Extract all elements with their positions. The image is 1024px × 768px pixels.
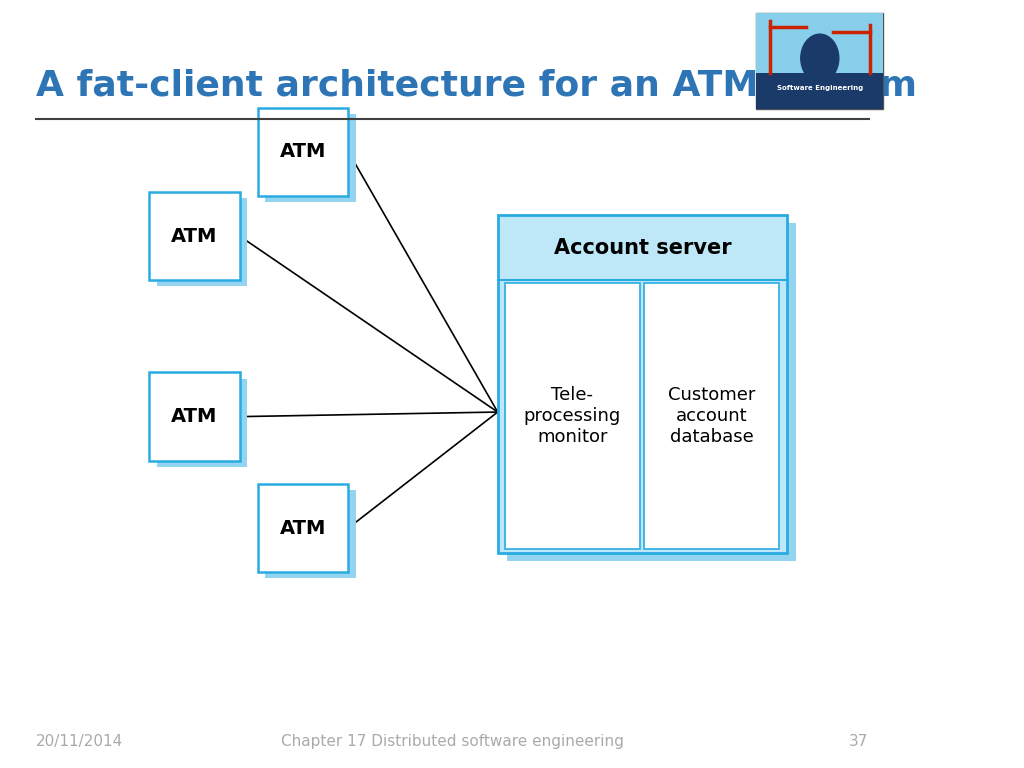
FancyBboxPatch shape	[150, 192, 240, 280]
Text: Tele-
processing
monitor: Tele- processing monitor	[523, 386, 621, 445]
Text: Chapter 17 Distributed software engineering: Chapter 17 Distributed software engineer…	[281, 733, 624, 749]
FancyBboxPatch shape	[757, 13, 883, 73]
Text: 20/11/2014: 20/11/2014	[36, 733, 124, 749]
Text: ATM: ATM	[280, 518, 327, 538]
Text: A fat-client architecture for an ATM system: A fat-client architecture for an ATM sys…	[36, 69, 918, 103]
FancyBboxPatch shape	[757, 73, 883, 109]
FancyBboxPatch shape	[757, 13, 883, 109]
FancyBboxPatch shape	[157, 198, 247, 286]
FancyBboxPatch shape	[258, 484, 348, 572]
FancyBboxPatch shape	[498, 215, 787, 553]
Text: Software Engineering: Software Engineering	[776, 85, 863, 91]
FancyBboxPatch shape	[265, 490, 355, 578]
FancyBboxPatch shape	[507, 223, 797, 561]
Text: Customer
account
database: Customer account database	[668, 386, 756, 445]
FancyBboxPatch shape	[150, 372, 240, 461]
FancyBboxPatch shape	[265, 114, 355, 202]
Text: ATM: ATM	[171, 227, 218, 246]
Ellipse shape	[801, 34, 839, 82]
FancyBboxPatch shape	[644, 283, 779, 549]
FancyBboxPatch shape	[505, 283, 640, 549]
FancyBboxPatch shape	[157, 379, 247, 467]
Text: ATM: ATM	[280, 142, 327, 161]
FancyBboxPatch shape	[258, 108, 348, 196]
Text: ATM: ATM	[171, 407, 218, 426]
Text: Account server: Account server	[554, 237, 731, 258]
Text: 37: 37	[849, 733, 868, 749]
